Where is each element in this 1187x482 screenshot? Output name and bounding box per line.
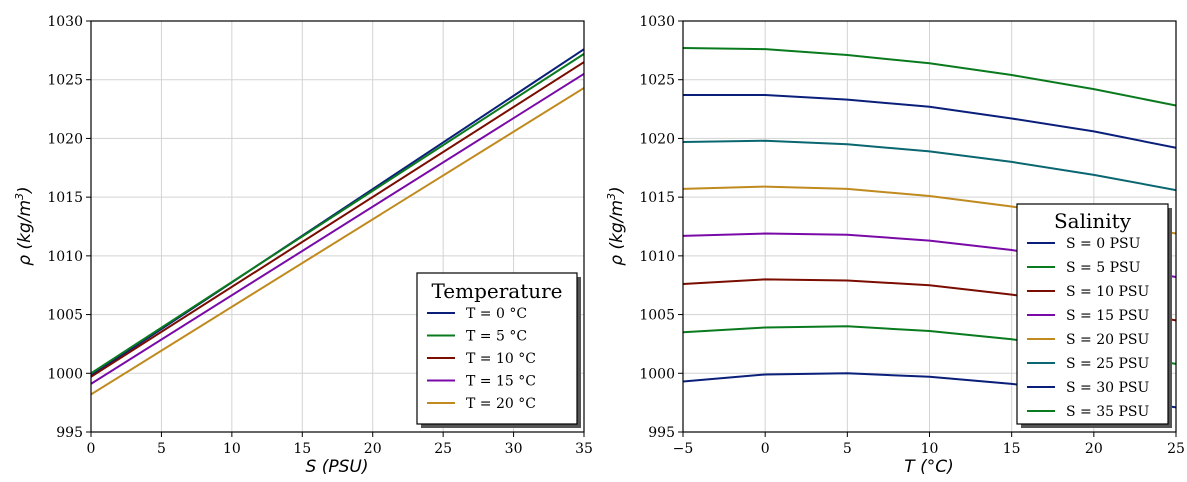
x-tick-label: 5 [157, 441, 166, 457]
legend-entry: T = 15 °C [466, 374, 536, 390]
x-tick-label: 25 [1167, 441, 1185, 457]
x-tick-label: 15 [1003, 441, 1021, 457]
y-tick-label: 1015 [639, 190, 675, 206]
y-tick-label: 1025 [639, 73, 675, 89]
y-tick-label: 1005 [639, 308, 675, 324]
y-tick-label: 995 [648, 425, 675, 441]
y-axis-label-left: ρ (kg/m3) [13, 186, 35, 265]
x-tick-label: −5 [673, 441, 694, 457]
ticks-left: 0 5 10 15 20 25 30 3599510001005101010151020102… [47, 14, 593, 457]
legend-title: Salinity [1054, 209, 1132, 233]
y-tick-label: 1030 [639, 14, 675, 30]
legend-entry: S = 35 PSU [1066, 404, 1149, 420]
y-tick-label: 1015 [47, 190, 83, 206]
x-tick-label: 10 [921, 441, 939, 457]
x-axis-label-left: S (PSU) [306, 457, 369, 477]
x-tick-label: 25 [434, 441, 452, 457]
series-line [91, 72, 584, 385]
y-tick-label: 1020 [47, 131, 83, 147]
legend-left: Temperature T = 0 °C T = 5 °C T = 10 °C T = … [416, 272, 581, 428]
y-tick-label: 1030 [47, 14, 83, 30]
chart-left: 0 5 10 15 20 25 30 3599510001005101010151020102… [13, 14, 593, 477]
legend-entry: S = 30 PSU [1066, 380, 1149, 396]
x-tick-label: 0 [761, 441, 770, 457]
legend-entry: S = 0 PSU [1066, 236, 1141, 252]
plot-frame-left [90, 20, 585, 433]
y-tick-label: 1000 [639, 366, 675, 382]
series-line [683, 93, 1176, 149]
y-tick-label: 1010 [639, 249, 675, 265]
y-tick-label: 1000 [47, 366, 83, 382]
legend-right: Salinity S = 0 PSU S = 5 PSU S = 10 PSU S = … [1016, 203, 1172, 428]
legend-entry: S = 15 PSU [1066, 308, 1149, 324]
legend-entry: T = 0 °C [466, 306, 527, 322]
x-axis-label-right: T (°C) [904, 457, 953, 477]
legend-title: Temperature [431, 279, 562, 303]
legend-entry: T = 20 °C [466, 396, 536, 412]
x-tick-label: 35 [575, 441, 593, 457]
x-tick-label: 0 [87, 441, 96, 457]
series-line [683, 47, 1176, 107]
chart-right: −5 0 5 10 15 20 259951000100510101015102010251… [605, 14, 1185, 477]
x-tick-label: 5 [843, 441, 852, 457]
legend-entry: S = 20 PSU [1066, 332, 1149, 348]
legend-entry: T = 10 °C [466, 351, 536, 367]
series-line [683, 139, 1176, 192]
series-line [91, 53, 584, 375]
x-tick-label: 20 [1085, 441, 1103, 457]
y-tick-label: 1010 [47, 249, 83, 265]
legend-entry: S = 5 PSU [1066, 260, 1141, 276]
y-tick-label: 1025 [47, 73, 83, 89]
legend-entry: S = 10 PSU [1066, 284, 1149, 300]
series-line [91, 61, 584, 378]
y-tick-label: 1005 [47, 308, 83, 324]
legend-box [416, 272, 578, 425]
y-tick-label: 1020 [639, 131, 675, 147]
legend-entry: S = 25 PSU [1066, 356, 1149, 372]
x-tick-label: 30 [505, 441, 523, 457]
y-axis-label-right: ρ (kg/m3) [605, 186, 627, 265]
y-tick-label: 995 [56, 425, 83, 441]
series-lines-left [91, 48, 584, 396]
x-tick-label: 15 [293, 441, 311, 457]
legend-entry: T = 5 °C [466, 329, 527, 345]
series-line [91, 87, 584, 396]
x-tick-label: 20 [364, 441, 382, 457]
ticks-right: −5 0 5 10 15 20 259951000100510101015102010251… [639, 14, 1185, 457]
x-tick-label: 10 [223, 441, 241, 457]
